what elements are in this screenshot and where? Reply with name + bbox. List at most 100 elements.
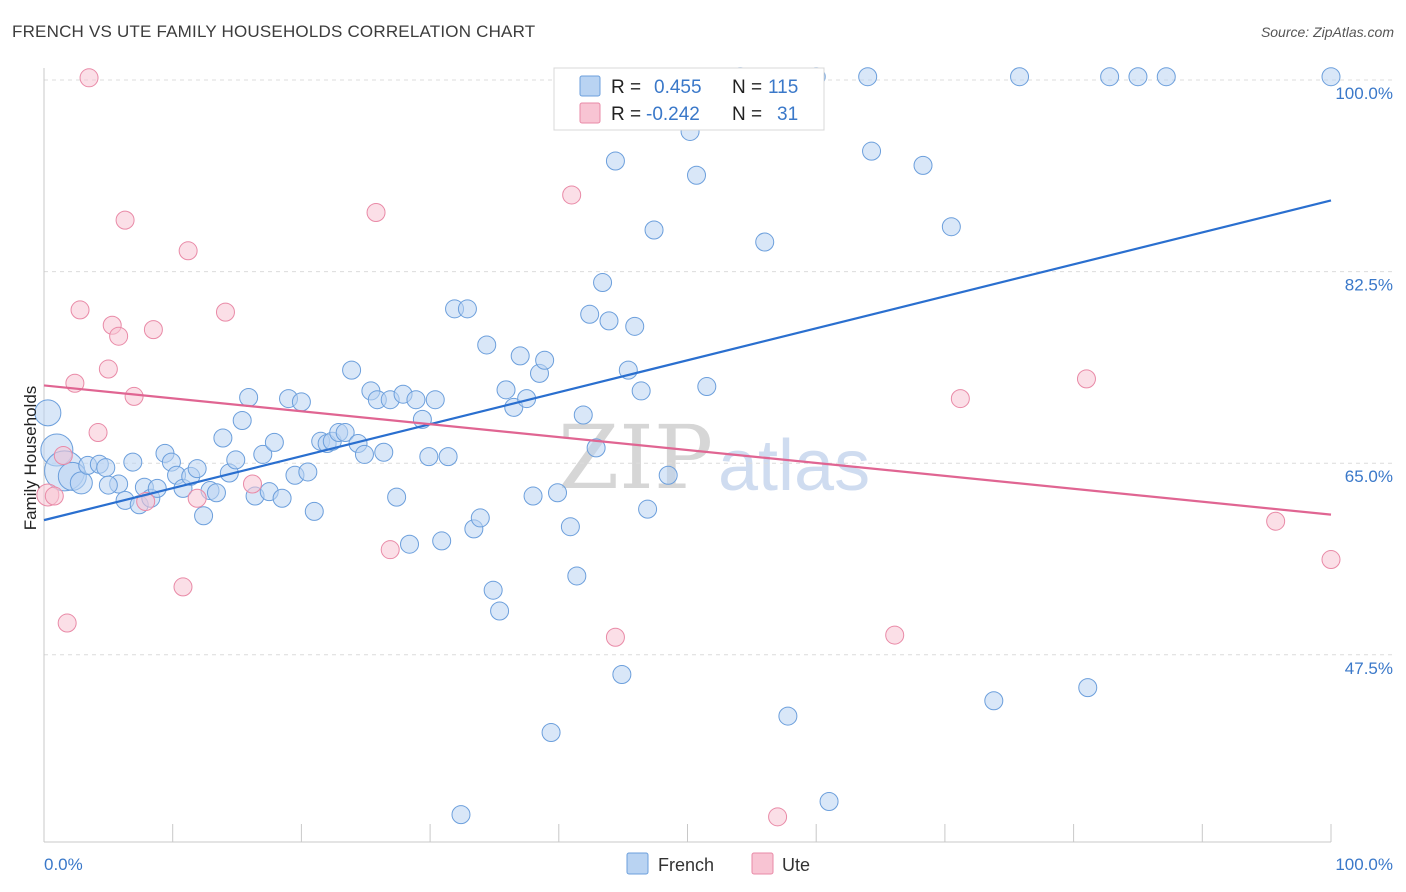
legend-french-r-label: R =: [611, 77, 641, 98]
french-point: [253, 444, 273, 464]
ute-point: [605, 627, 625, 647]
french-point: [406, 390, 426, 410]
french-point: [1078, 678, 1098, 698]
french-point: [941, 217, 961, 237]
ute-point: [1076, 369, 1096, 389]
legend-ute-n-value: 31: [777, 104, 798, 125]
french-point: [419, 447, 439, 467]
french-point: [451, 805, 471, 825]
french-point: [438, 447, 458, 467]
bottom-legend-french-swatch: [626, 852, 649, 875]
french-point: [298, 462, 318, 482]
ute-point: [53, 446, 73, 466]
trend-lines: [43, 199, 1332, 522]
french-point: [612, 664, 632, 684]
ute-point: [115, 210, 135, 230]
french-point: [470, 508, 490, 528]
ute-point: [562, 185, 582, 205]
french-point: [631, 381, 651, 401]
french-point: [755, 232, 775, 252]
ute-trend-line: [43, 384, 1332, 516]
french-point: [232, 410, 252, 430]
y-tick-label: 82.5%: [1345, 276, 1393, 295]
french-point: [599, 311, 619, 331]
french-point: [187, 459, 207, 479]
french-point: [335, 423, 355, 443]
y-axis-label: Family Households: [21, 386, 40, 531]
ute-point: [57, 613, 77, 633]
legend-french-n-label: N =: [732, 77, 762, 98]
legend-ute-swatch: [579, 102, 601, 124]
french-point: [226, 450, 246, 470]
y-tick-label: 100.0%: [1335, 84, 1393, 103]
french-point: [432, 531, 452, 551]
french-point: [1321, 67, 1341, 87]
french-point: [98, 475, 118, 495]
french-point: [457, 299, 477, 319]
french-point: [858, 67, 878, 87]
ute-point: [768, 807, 788, 827]
french-point: [573, 405, 593, 425]
french-point: [272, 488, 292, 508]
correlation-legend: R = 0.455 N = 115 R = -0.242 N = 31: [553, 67, 825, 131]
french-point: [213, 428, 233, 448]
french-point: [1100, 67, 1120, 87]
french-point: [1128, 67, 1148, 87]
french-point: [605, 151, 625, 171]
french-point: [34, 399, 62, 427]
french-point: [586, 438, 606, 458]
source-note: Source: ZipAtlas.com: [1260, 24, 1394, 40]
ute-point: [1266, 511, 1286, 531]
french-point: [374, 442, 394, 462]
bottom-legend-ute-label: Ute: [782, 855, 810, 875]
french-point: [625, 316, 645, 336]
ute-point: [70, 300, 90, 320]
french-point: [400, 534, 420, 554]
french-point: [984, 691, 1004, 711]
x-tick-label-min: 0.0%: [44, 855, 83, 874]
french-point: [523, 486, 543, 506]
ute-point: [885, 625, 905, 645]
french-point: [194, 506, 214, 526]
french-point: [206, 483, 226, 503]
french-point: [264, 432, 284, 452]
french-point: [425, 390, 445, 410]
french-point: [304, 501, 324, 521]
bottom-legend-ute-swatch: [751, 852, 774, 875]
legend-ute-r-value: -0.242: [646, 104, 700, 125]
ute-point: [380, 540, 400, 560]
ute-point: [366, 202, 386, 222]
french-point: [291, 392, 311, 412]
y-tick-label: 65.0%: [1345, 467, 1393, 486]
french-point: [239, 388, 259, 407]
bottom-legend: French Ute: [626, 852, 810, 875]
ute-point: [98, 359, 118, 379]
ute-point: [1321, 550, 1341, 570]
french-point: [123, 452, 143, 472]
french-point: [354, 444, 374, 464]
ute-point: [79, 68, 99, 88]
french-point: [560, 517, 580, 537]
ute-point: [215, 302, 235, 322]
ute-point: [109, 326, 129, 346]
ute-point: [124, 386, 144, 406]
y-tick-labels: 47.5% 65.0% 82.5% 100.0%: [1335, 84, 1393, 678]
french-point: [687, 165, 707, 185]
french-point: [638, 499, 658, 519]
french-point: [69, 471, 93, 495]
french-point: [913, 155, 933, 175]
french-point: [541, 723, 561, 743]
french-point: [567, 566, 587, 586]
french-point: [483, 580, 503, 600]
bottom-legend-french-label: French: [658, 855, 714, 875]
y-tick-label: 47.5%: [1345, 659, 1393, 678]
ute-point: [44, 486, 64, 506]
ute-point: [173, 577, 193, 597]
french-point: [387, 487, 407, 507]
legend-french-n-value: 115: [768, 77, 798, 98]
french-point: [862, 141, 882, 161]
french-point: [697, 377, 717, 397]
ute-point: [187, 488, 207, 508]
x-tick-label-max: 100.0%: [1335, 855, 1393, 874]
chart-title: FRENCH VS UTE FAMILY HOUSEHOLDS CORRELAT…: [12, 22, 536, 41]
